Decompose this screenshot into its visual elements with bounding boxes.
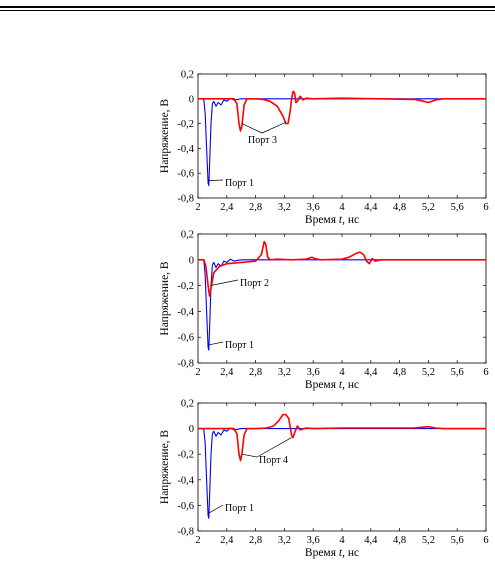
- x-tick-label: 6: [483, 202, 488, 213]
- annotation-leader: [208, 504, 224, 514]
- annotation-leader: [256, 437, 292, 458]
- x-tick-label: 2,8: [249, 202, 262, 213]
- x-tick-label: 5,2: [422, 202, 435, 213]
- x-tick-label: 5,2: [422, 535, 435, 546]
- x-tick-label: 2,8: [249, 535, 262, 546]
- y-tick-label: 0: [189, 94, 194, 105]
- y-tick-label: -0,2: [177, 281, 194, 292]
- y-tick-label: 0,2: [181, 70, 194, 81]
- x-tick-label: 4,8: [393, 367, 406, 378]
- x-tick-label: 4: [339, 535, 345, 546]
- x-tick-label: 2: [195, 202, 200, 213]
- x-tick-label: 4,8: [393, 202, 406, 213]
- y-tick-label: -0,8: [177, 527, 194, 538]
- annotation-leader: [261, 122, 286, 134]
- x-tick-label: 2,8: [249, 367, 262, 378]
- x-tick-label: 5,6: [451, 202, 464, 213]
- x-tick-label: 2,4: [220, 202, 234, 213]
- x-tick-label: 5,6: [451, 535, 464, 546]
- annotation-label: Порт 3: [248, 135, 277, 146]
- x-tick-label: 4: [339, 367, 345, 378]
- chart-panel-3: 2 2,4 2,8 3,2 3,6 4 4,4 4,8 5,2 5,6 6 0,2 0 -0,2 -0,4 -…: [159, 399, 489, 560]
- header-rule-thick: [0, 6, 495, 8]
- x-tick-label: 2: [195, 367, 200, 378]
- x-tick-label: 4,8: [393, 535, 406, 546]
- x-tick-label: 4,4: [364, 367, 378, 378]
- series-line-порт-1: [198, 258, 486, 351]
- y-tick-label: 0: [189, 255, 194, 266]
- y-tick-label: -0,6: [177, 169, 194, 180]
- y-tick-label: -0,4: [177, 144, 194, 155]
- x-tick-label: 4: [339, 202, 345, 213]
- y-tick-label: -0,8: [177, 359, 194, 370]
- x-tick-label: 2,4: [220, 535, 234, 546]
- series-line-порт-4: [198, 413, 486, 462]
- series-line-порт-1: [198, 97, 486, 187]
- y-tick-label: 0,2: [181, 399, 194, 410]
- x-tick-label: 3,6: [307, 367, 320, 378]
- x-axis-label: Время t, нс: [305, 214, 359, 226]
- series-line-порт-3: [198, 90, 486, 132]
- x-tick-label: 3,6: [307, 202, 320, 213]
- annotation-leader: [208, 179, 224, 181]
- annotation-leader: [208, 341, 224, 346]
- x-axis-label: Время t, нс: [305, 379, 359, 391]
- chart-panel-2: 2 2,4 2,8 3,2 3,6 4 4,4 4,8 5,2 5,6 6 0,2 0 -0,2 -0,4 -…: [159, 230, 489, 392]
- annotation-leader: [210, 279, 239, 286]
- annotation-leader: [241, 123, 263, 134]
- y-tick-label: 0: [189, 424, 194, 435]
- y-tick-label: 0,2: [181, 230, 194, 241]
- x-tick-label: 3,2: [278, 367, 291, 378]
- annotation-leader: [241, 453, 258, 458]
- x-tick-label: 4,4: [364, 535, 378, 546]
- x-axis-label: Время t, нс: [305, 547, 359, 559]
- annotation-label: Порт 2: [240, 278, 269, 289]
- y-tick-label: -0,6: [177, 333, 194, 344]
- y-tick-label: -0,8: [177, 194, 194, 205]
- y-axis-label: Напряжение, В: [159, 430, 171, 505]
- x-tick-label: 2,4: [220, 367, 234, 378]
- x-tick-label: 5,6: [451, 367, 464, 378]
- x-tick-label: 6: [483, 367, 488, 378]
- y-tick-label: -0,2: [177, 119, 194, 130]
- series-line-порт-2: [198, 240, 486, 297]
- annotation-label: Порт 1: [225, 178, 254, 189]
- y-tick-label: -0,4: [177, 475, 194, 486]
- annotation-label: Порт 1: [225, 340, 254, 351]
- annotation-label: Порт 1: [225, 503, 254, 514]
- y-axis-label: Напряжение, В: [159, 99, 171, 174]
- header-rule-thin: [0, 10, 495, 11]
- annotation-label: Порт 4: [259, 455, 288, 466]
- x-tick-label: 3,2: [278, 202, 291, 213]
- x-tick-label: 3,6: [307, 535, 320, 546]
- x-tick-label: 5,2: [422, 367, 435, 378]
- x-tick-label: 6: [483, 535, 488, 546]
- y-tick-label: -0,2: [177, 450, 194, 461]
- x-tick-label: 3,2: [278, 535, 291, 546]
- chart-panel-1: 2 2,4 2,8 3,2 3,6 4 4,4 4,8 5,2 5,6 6 0,2 0 -0,2 -0,4 -…: [159, 70, 489, 227]
- x-tick-label: 2: [195, 535, 200, 546]
- y-axis-label: Напряжение, В: [159, 261, 171, 336]
- x-tick-label: 4,4: [364, 202, 378, 213]
- y-tick-label: -0,6: [177, 501, 194, 512]
- y-tick-label: -0,4: [177, 307, 194, 318]
